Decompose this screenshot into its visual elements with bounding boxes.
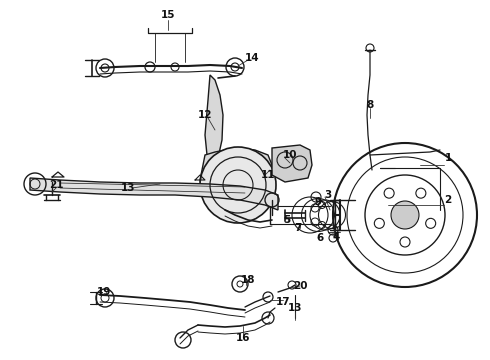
Polygon shape (200, 148, 272, 212)
Text: 2: 2 (444, 195, 452, 205)
Polygon shape (205, 75, 223, 165)
Text: 21: 21 (49, 180, 63, 190)
Text: 10: 10 (283, 150, 297, 160)
Text: 9: 9 (315, 197, 321, 207)
Text: 8: 8 (367, 100, 373, 110)
Text: 14: 14 (245, 53, 259, 63)
Polygon shape (30, 178, 278, 210)
Text: 19: 19 (97, 287, 111, 297)
Text: 4: 4 (332, 232, 340, 242)
Text: 15: 15 (161, 10, 175, 20)
Text: 1: 1 (444, 153, 452, 163)
Text: 5: 5 (283, 215, 291, 225)
Text: 6: 6 (317, 233, 323, 243)
Text: 20: 20 (293, 281, 307, 291)
Circle shape (391, 201, 419, 229)
Text: 11: 11 (261, 170, 275, 180)
Text: 13: 13 (121, 183, 135, 193)
Polygon shape (272, 145, 312, 182)
Text: 7: 7 (294, 223, 302, 233)
Circle shape (200, 147, 276, 223)
Text: 12: 12 (198, 110, 212, 120)
Text: 13: 13 (288, 303, 302, 313)
Text: 17: 17 (276, 297, 290, 307)
Text: 18: 18 (241, 275, 255, 285)
Text: 16: 16 (236, 333, 250, 343)
Text: 3: 3 (324, 190, 332, 200)
